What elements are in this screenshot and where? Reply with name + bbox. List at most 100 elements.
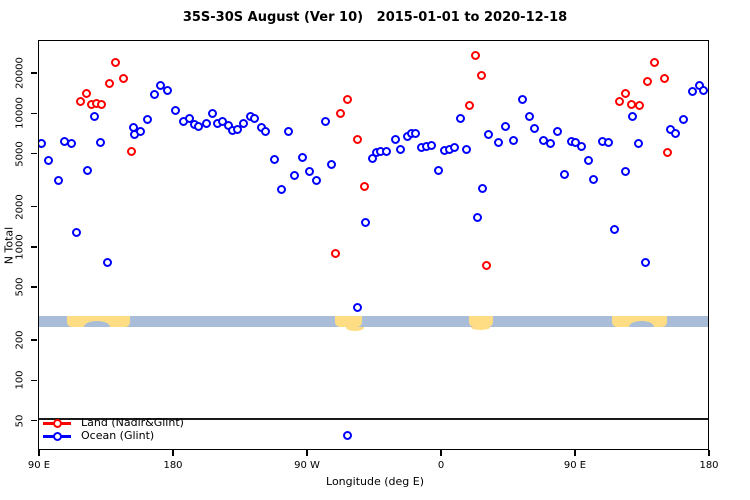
y-axis-tick-label: 100 [14,370,26,390]
x-axis-tick [574,450,576,456]
data-point-ocean [493,137,503,147]
data-point-land [627,100,637,110]
cutoff-line [39,418,708,421]
y-axis-tick-label: 2000 [14,193,26,220]
x-axis-tick-label: 90 E [27,460,51,471]
data-point-ocean [530,123,539,133]
data-point-land [635,101,645,111]
data-point-ocean [628,111,638,121]
plot-area: Land (Nadir&Glint) Ocean (Glint) [38,40,709,450]
chart-title: 35S-30S August (Ver 10) 2015-01-01 to 20… [182,10,568,25]
data-point-ocean [360,217,370,227]
data-point-ocean [170,106,180,116]
legend-label-ocean: Ocean (Glint) [81,429,155,442]
data-point-ocean [433,165,443,175]
data-point-ocean [610,224,620,234]
y-axis-tick [31,286,37,288]
data-point-land [343,95,353,105]
y-axis-tick-label: 10000 [14,97,26,130]
data-point-ocean [71,228,81,238]
data-point-land [643,76,653,86]
data-point-land [75,97,85,107]
data-point-land [470,50,480,60]
data-point-ocean [395,145,405,155]
y-axis-tick [31,379,37,382]
data-point-land [352,134,362,144]
data-point-ocean [699,85,708,95]
data-point-ocean [641,258,651,268]
data-point-ocean [193,122,203,132]
legend-label-land: Land (Nadir&Glint) [81,416,184,429]
data-point-ocean [250,114,260,124]
data-point-ocean [305,166,315,176]
data-point-ocean [102,258,112,268]
data-point-ocean [82,165,92,175]
data-point-ocean [589,174,599,184]
data-point-ocean [390,134,400,144]
data-point-ocean [367,154,377,164]
data-point-ocean [410,128,420,138]
data-point-ocean [461,145,471,155]
data-point-ocean [509,135,518,145]
data-point-ocean [449,143,459,153]
data-point-ocean [284,126,294,136]
land-patch-south-africa [469,315,494,328]
data-point-ocean [634,138,644,148]
data-point-ocean [688,87,698,97]
data-point-ocean [239,118,249,128]
data-point-ocean [546,139,556,149]
data-point-ocean [524,111,534,121]
data-point-ocean [553,127,563,137]
data-point-land [118,73,128,83]
data-point-ocean [621,166,631,176]
data-point-ocean [298,152,308,162]
ocean-notch [83,320,111,328]
data-point-land [81,89,91,99]
data-point-ocean [208,109,218,119]
x-axis-tick-label: 0 [437,460,445,471]
x-axis-tick-label: 180 [699,460,719,471]
x-axis-tick [38,450,40,456]
data-point-land [621,89,631,99]
data-point-ocean [66,139,76,149]
y-axis-tick [31,339,37,341]
data-point-ocean [89,111,99,121]
x-axis-tick [172,450,174,456]
data-point-ocean [135,127,145,137]
data-point-land [476,70,486,80]
data-point-land [481,260,491,270]
x-axis-tick [306,450,308,456]
y-axis-tick-label: 200 [14,330,26,350]
map-strip [39,315,708,332]
data-point-ocean [671,128,681,138]
data-point-ocean [477,183,487,193]
data-point-ocean [290,170,300,180]
data-point-land [663,147,673,157]
data-point-ocean [270,154,280,164]
data-point-ocean [604,137,614,147]
data-point-land [659,73,669,83]
y-axis-tick [31,419,37,422]
data-point-ocean [517,95,527,105]
data-point-land [336,109,346,119]
data-point-ocean [327,160,337,170]
data-point-ocean [577,142,587,152]
y-axis-tick [31,246,37,248]
data-point-land [615,97,625,107]
data-point-ocean [426,141,436,151]
data-point-ocean [472,212,482,222]
y-axis-tick [31,152,37,155]
y-axis-tick [31,72,37,74]
data-point-ocean [312,175,322,185]
data-point-ocean [149,90,159,100]
data-point-ocean [184,114,194,124]
data-point-ocean [162,85,172,95]
data-point-ocean [277,185,287,195]
x-axis-tick [708,450,710,456]
data-point-land [464,101,474,111]
data-point-ocean [343,431,353,441]
x-axis-tick-label: 90 E [563,460,587,471]
land-tail [345,327,364,332]
x-axis-title: Longitude (deg E) [326,475,424,488]
